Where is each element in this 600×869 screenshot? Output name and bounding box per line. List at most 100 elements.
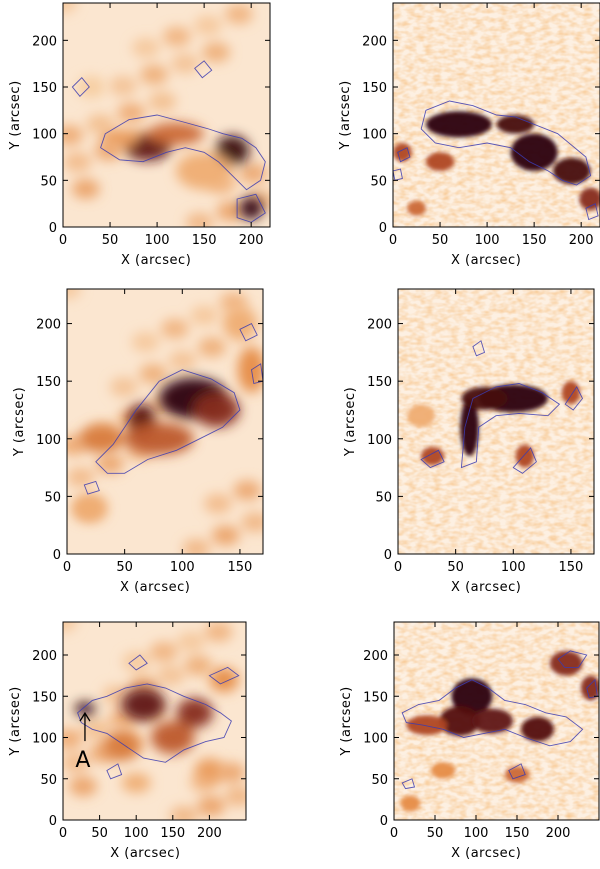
y-tick-label: 100 [36,433,61,448]
plot-frame [62,2,271,228]
y-tick-label: 100 [32,732,57,747]
intensity-region [451,678,493,715]
intensity-region [175,152,233,190]
intensity-region [237,346,263,393]
intensity-region [222,306,258,341]
contour [508,763,526,780]
y-tick-label: 200 [36,318,61,333]
panel-row2-left: 0 50 100 150 0 50 100 150 200 X (arcsec) Y (arcsec… [12,288,264,595]
intensity-region [430,762,456,779]
contour [557,650,588,668]
intensity-region [425,152,455,172]
y-tick-label: 150 [36,375,61,390]
x-axis-label: X (arcsec) [451,253,521,268]
x-tick-label: 150 [505,826,530,841]
intensity-region [103,730,140,761]
y-tick-label: 50 [40,174,57,189]
intensity-region [561,381,581,405]
intensity-region [124,422,194,455]
y-tick-label: 0 [49,221,57,236]
contour [83,480,100,495]
contour-lines [393,100,599,221]
y-axis-label: Y (arcsec) [338,80,353,150]
x-tick-label: 50 [91,826,108,841]
x-tick-label: 200 [239,233,264,248]
intensity-region [72,494,108,522]
heatmap-image [398,289,594,554]
x-tick-label: 50 [427,826,444,841]
intensity-region [100,129,139,148]
intensity-region [193,392,240,428]
x-axis-label: X (arcsec) [110,846,180,861]
x-tick-label: 100 [124,826,149,841]
intensity-region [552,157,591,185]
intensity-region [209,667,239,693]
x-tick-label: 100 [170,560,195,575]
intensity-region [194,758,225,783]
y-tick-label: 50 [44,490,61,505]
y-tick-label: 150 [367,375,392,390]
x-tick-label: 50 [116,560,133,575]
x-tick-label: 0 [390,826,398,841]
intensity-region [460,398,479,457]
intensity-region [239,197,263,220]
intensity-region [393,143,412,162]
x-tick-label: 150 [522,233,547,248]
x-axis-label: X (arcsec) [120,580,190,595]
plot-frame [392,2,600,228]
y-tick-label: 100 [363,732,388,747]
contour-lines [83,322,263,495]
contour [401,679,584,747]
intensity-region [176,697,214,728]
contour [460,383,561,469]
intensity-region [579,187,600,211]
y-tick-label: 150 [32,81,57,96]
x-tick-label: 50 [447,560,464,575]
y-tick-label: 0 [379,221,387,236]
annotation-a-label: A [75,748,90,773]
x-axis-label: X (arcsec) [121,253,191,268]
x-tick-label: 0 [394,560,402,575]
panel-row1-left: 0 50 100 150 200 0 50 100 150 200 X (arcsec) Y (arc… [8,2,271,268]
intensity-region [406,715,448,736]
plot-frame [393,621,600,821]
y-tick-label: 150 [32,690,57,705]
x-axis-label: X (arcsec) [451,580,521,595]
panel-row3-left: 0 50 100 150 200 0 50 100 150 200 X (arcsec) Y (arc… [8,621,247,861]
contour [472,340,486,357]
intensity-region [74,702,96,716]
intensity-region [407,200,426,216]
intensity-region [400,795,421,812]
contour [512,447,537,474]
intensity-region [439,706,481,736]
y-tick-label: 100 [362,128,387,143]
x-tick-label: 100 [464,826,489,841]
plot-frame [62,621,247,821]
x-axis-label: X (arcsec) [451,846,521,861]
intensity-region [121,772,151,793]
intensity-region [549,650,583,676]
intensity-region [471,708,513,734]
panel-row1-right: 0 50 100 150 200 0 50 100 150 200 X (arcsec) Y (arc… [338,2,600,268]
x-tick-label: 150 [228,560,253,575]
contour [239,322,258,342]
y-tick-label: 200 [367,318,392,333]
intensity-region [121,688,166,721]
contour [194,60,213,79]
intensity-region [421,446,445,466]
y-tick-label: 50 [40,773,57,788]
y-tick-label: 200 [362,34,387,49]
y-axis-label: Y (arcsec) [12,387,27,457]
y-axis-label: Y (arcsec) [8,80,23,150]
heatmap-image [63,622,246,820]
x-tick-label: 100 [501,560,526,575]
y-axis-label: Y (arcsec) [8,686,23,756]
x-tick-label: 200 [197,826,222,841]
x-tick-label: 0 [63,560,71,575]
heatmap-image [67,289,263,554]
intensity-region [150,721,195,754]
contour [208,666,240,685]
contour [585,203,599,221]
x-tick-label: 200 [569,233,594,248]
intensity-region [407,404,435,428]
